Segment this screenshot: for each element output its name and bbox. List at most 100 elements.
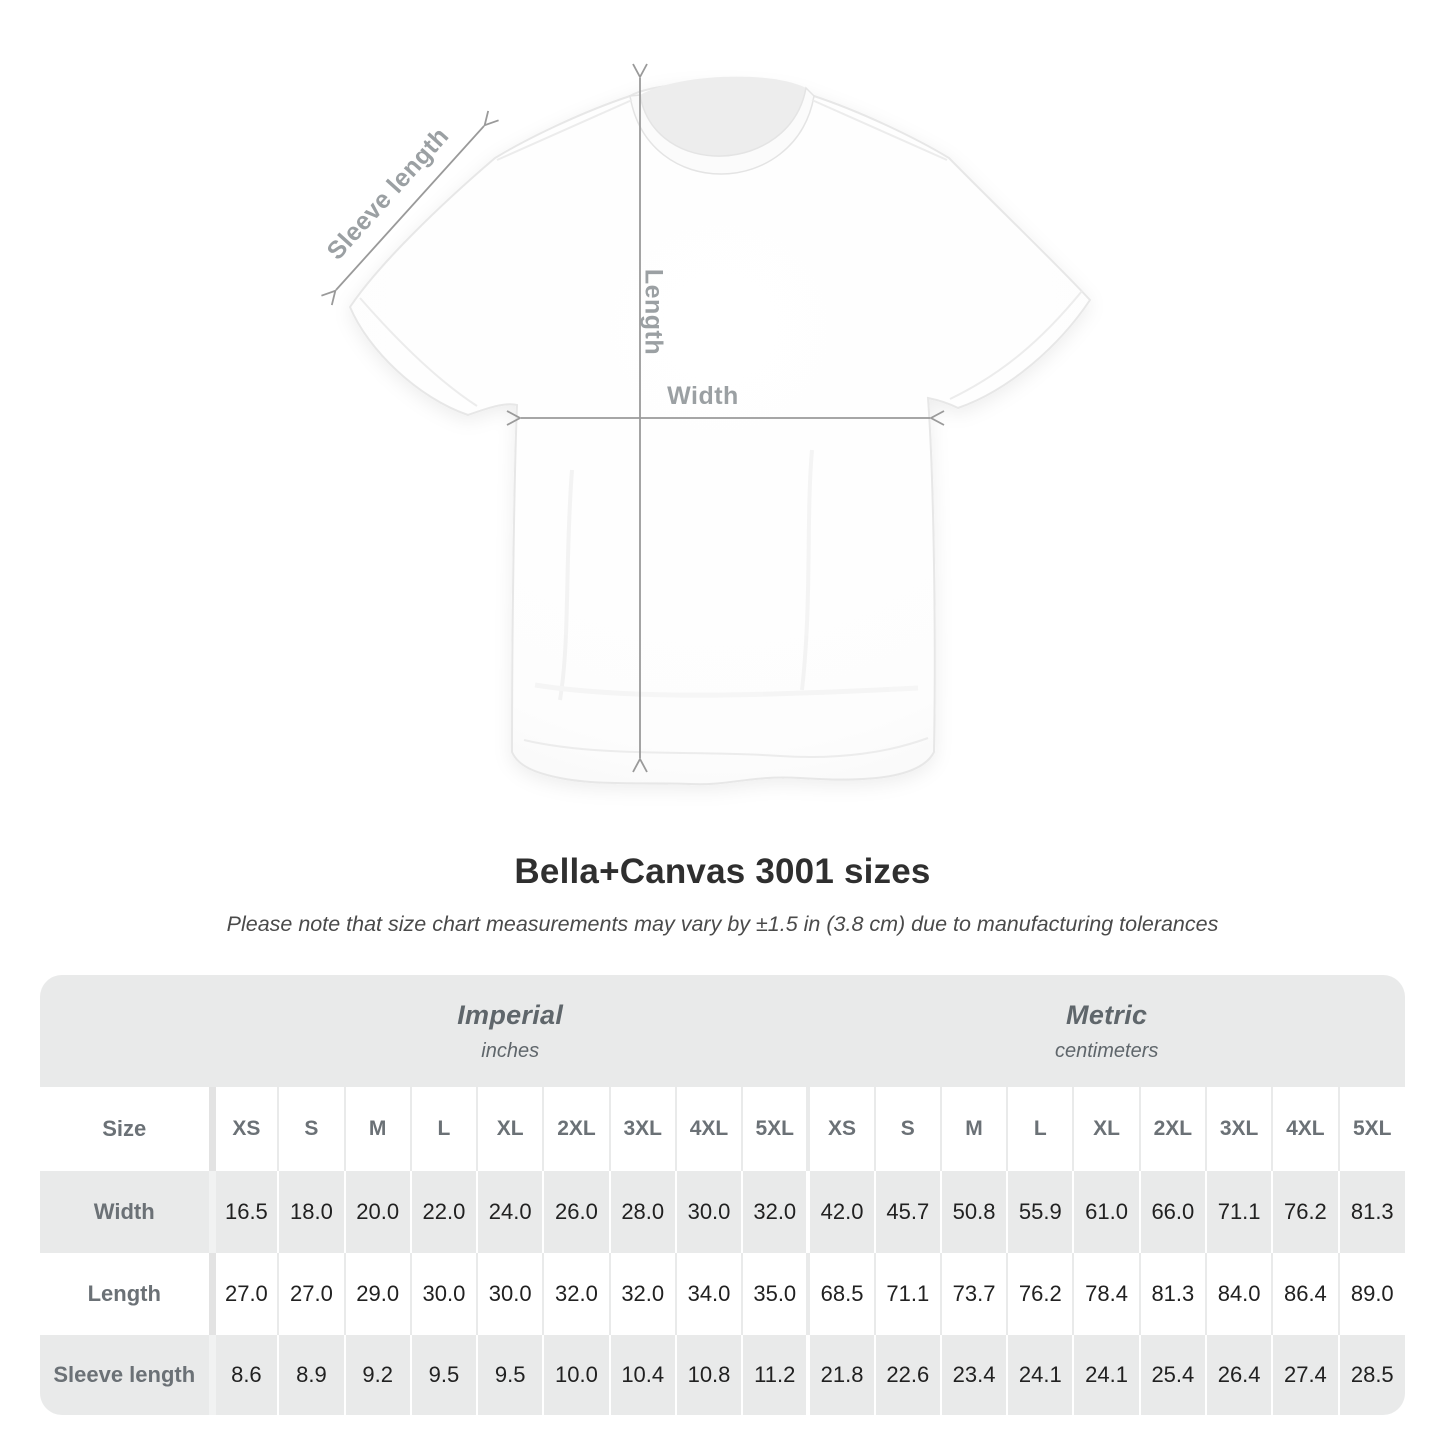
metric-value-cell: 86.4 <box>1271 1253 1339 1335</box>
metric-value-cell: 61.0 <box>1072 1171 1140 1253</box>
imperial-section-header: Imperial inches <box>212 975 809 1087</box>
imperial-value-cell: 32.0 <box>608 1253 676 1335</box>
size-col-metric-s: S <box>873 1087 941 1171</box>
size-header-row: Size XS S M L XL 2XL 3XL 4XL 5XL XS S M L XL 2XL 3XL 4XL… <box>40 1087 1405 1171</box>
metric-value-cell: 68.5 <box>806 1253 875 1335</box>
metric-value-cell: 71.1 <box>873 1253 941 1335</box>
imperial-value-cell: 11.2 <box>741 1335 809 1415</box>
size-col-imperial-xl: XL <box>476 1087 544 1171</box>
size-col-metric-2xl: 2XL <box>1138 1087 1206 1171</box>
size-col-imperial-xs: XS <box>208 1087 279 1171</box>
metric-value-cell: 42.0 <box>806 1171 875 1253</box>
sleeve-length-arrow <box>321 110 499 306</box>
imperial-value-cell: 27.0 <box>277 1253 345 1335</box>
metric-value-cell: 24.1 <box>1006 1335 1074 1415</box>
size-col-imperial-4xl: 4XL <box>674 1087 743 1171</box>
imperial-value-cell: 8.9 <box>277 1335 345 1415</box>
metric-value-cell: 84.0 <box>1204 1253 1273 1335</box>
size-col-imperial-2xl: 2XL <box>542 1087 610 1171</box>
metric-value-cell: 25.4 <box>1138 1335 1206 1415</box>
metric-value-cell: 50.8 <box>939 1171 1008 1253</box>
metric-value-cell: 24.1 <box>1072 1335 1140 1415</box>
size-col-metric-xs: XS <box>806 1087 875 1171</box>
collar-band <box>629 86 815 175</box>
size-col-imperial-m: M <box>343 1087 411 1171</box>
page-title: Bella+Canvas 3001 sizes <box>514 852 931 891</box>
metric-value-cell: 89.0 <box>1337 1253 1405 1335</box>
width-label: Width <box>667 382 739 410</box>
size-col-metric-5xl: 5XL <box>1337 1087 1405 1171</box>
imperial-value-cell: 22.0 <box>409 1171 478 1253</box>
metric-value-cell: 55.9 <box>1006 1171 1074 1253</box>
imperial-value-cell: 30.0 <box>409 1253 478 1335</box>
size-table: Imperial inches Metric centimeters Size … <box>40 975 1405 1415</box>
size-table-body: Width 16.5 18.0 20.0 22.0 24.0 26.0 28.0 30.0 32.… <box>40 1171 1405 1415</box>
metric-value-cell: 76.2 <box>1271 1171 1339 1253</box>
imperial-value-cell: 10.0 <box>542 1335 610 1415</box>
shirt-seams <box>359 99 1083 759</box>
imperial-value-cell: 26.0 <box>542 1171 610 1253</box>
metric-section-unit: centimeters <box>1055 1039 1159 1062</box>
size-col-metric-4xl: 4XL <box>1271 1087 1339 1171</box>
imperial-value-cell: 10.4 <box>608 1335 676 1415</box>
metric-value-cell: 76.2 <box>1006 1253 1074 1335</box>
table-row-length: Length 27.0 27.0 29.0 30.0 30.0 32.0 32.0 34.0 35… <box>40 1253 1405 1335</box>
imperial-value-cell: 9.2 <box>343 1335 411 1415</box>
imperial-value-cell: 29.0 <box>343 1253 411 1335</box>
imperial-value-cell: 8.6 <box>208 1335 279 1415</box>
metric-value-cell: 81.3 <box>1138 1253 1206 1335</box>
imperial-value-cell: 32.0 <box>741 1171 809 1253</box>
metric-value-cell: 21.8 <box>806 1335 875 1415</box>
imperial-value-cell: 9.5 <box>476 1335 544 1415</box>
metric-section-title: Metric <box>1066 999 1148 1030</box>
unit-band-row: Imperial inches Metric centimeters <box>40 975 1405 1087</box>
imperial-value-cell: 24.0 <box>476 1171 544 1253</box>
measurement-arrows <box>321 63 945 773</box>
size-corner-label: Size <box>102 1116 147 1141</box>
imperial-section-unit: inches <box>481 1039 540 1062</box>
imperial-value-cell: 34.0 <box>674 1253 743 1335</box>
imperial-value-cell: 32.0 <box>542 1253 610 1335</box>
tshirt-measurement-diagram: Sleeve length Length Width <box>321 63 1092 786</box>
table-row-sleeve-length: Sleeve length 8.6 8.9 9.2 9.5 9.5 10.0 10.4 10.8… <box>40 1335 1405 1415</box>
metric-value-cell: 27.4 <box>1271 1335 1339 1415</box>
size-col-imperial-3xl: 3XL <box>608 1087 676 1171</box>
imperial-value-cell: 16.5 <box>208 1171 279 1253</box>
imperial-value-cell: 18.0 <box>277 1171 345 1253</box>
neck-hole <box>640 76 806 157</box>
row-label: Sleeve length <box>53 1362 196 1387</box>
metric-value-cell: 45.7 <box>873 1171 941 1253</box>
row-label: Width <box>93 1199 155 1224</box>
length-label: Length <box>639 269 667 355</box>
shirt-wrinkles <box>534 449 919 701</box>
size-col-metric-m: M <box>939 1087 1008 1171</box>
metric-value-cell: 26.4 <box>1204 1335 1273 1415</box>
size-col-metric-xl: XL <box>1072 1087 1140 1171</box>
metric-value-cell: 66.0 <box>1138 1171 1206 1253</box>
imperial-value-cell: 30.0 <box>476 1253 544 1335</box>
metric-section-header: Metric centimeters <box>808 975 1405 1087</box>
metric-value-cell: 23.4 <box>939 1335 1008 1415</box>
metric-value-cell: 73.7 <box>939 1253 1008 1335</box>
metric-value-cell: 22.6 <box>873 1335 941 1415</box>
row-label: Length <box>87 1281 161 1306</box>
imperial-value-cell: 10.8 <box>674 1335 743 1415</box>
imperial-value-cell: 20.0 <box>343 1171 411 1253</box>
size-col-metric-3xl: 3XL <box>1204 1087 1273 1171</box>
metric-value-cell: 81.3 <box>1337 1171 1405 1253</box>
size-col-imperial-s: S <box>277 1087 345 1171</box>
imperial-value-cell: 27.0 <box>208 1253 279 1335</box>
imperial-value-cell: 30.0 <box>674 1171 743 1253</box>
metric-value-cell: 28.5 <box>1337 1335 1405 1415</box>
size-col-metric-l: L <box>1006 1087 1074 1171</box>
imperial-section-title: Imperial <box>457 999 564 1030</box>
imperial-value-cell: 28.0 <box>608 1171 676 1253</box>
metric-value-cell: 71.1 <box>1204 1171 1273 1253</box>
size-col-imperial-l: L <box>409 1087 478 1171</box>
table-row-width: Width 16.5 18.0 20.0 22.0 24.0 26.0 28.0 30.0 32.… <box>40 1171 1405 1253</box>
tshirt-outline-image <box>348 81 1092 786</box>
band-corner <box>40 975 212 1087</box>
size-col-imperial-5xl: 5XL <box>741 1087 809 1171</box>
imperial-value-cell: 9.5 <box>409 1335 478 1415</box>
